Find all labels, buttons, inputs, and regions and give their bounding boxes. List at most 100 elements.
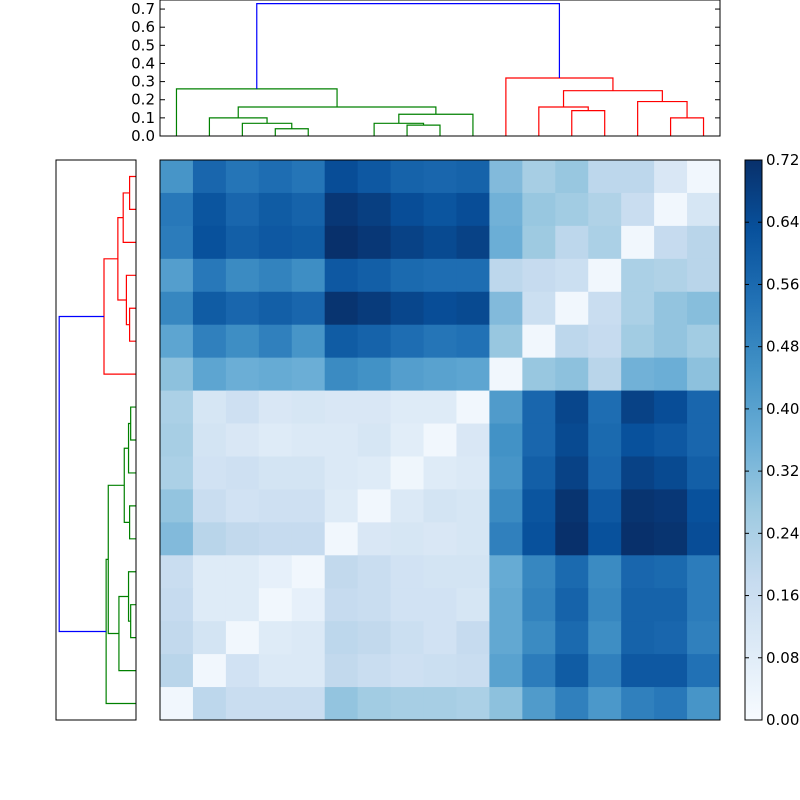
heatmap-cell	[390, 654, 425, 688]
heatmap-cell	[555, 225, 589, 260]
heatmap-cell	[687, 390, 721, 425]
heatmap-cell	[225, 489, 260, 523]
heatmap-cell	[258, 522, 293, 556]
heatmap-cell	[160, 654, 194, 688]
top-dendrogram: 0.00.10.20.30.40.50.60.7	[131, 0, 721, 145]
colorbar-tick-label: 0.64	[766, 213, 799, 231]
heatmap-cell	[225, 423, 260, 457]
heatmap-cell	[357, 258, 392, 293]
heatmap-cell	[160, 324, 194, 359]
heatmap-cell	[588, 258, 622, 293]
heatmap-cell	[654, 291, 688, 326]
heatmap-cell	[324, 390, 359, 425]
heatmap-cell	[390, 225, 425, 260]
heatmap-cell	[588, 489, 622, 523]
heatmap-cell	[258, 588, 293, 622]
heatmap-cell	[324, 687, 359, 721]
dendrogram-link	[127, 571, 136, 622]
heatmap-cell	[654, 423, 688, 457]
heatmap-cell	[357, 390, 392, 425]
heatmap-cell	[588, 687, 622, 721]
colorbar-tick-label: 0.56	[766, 275, 799, 293]
heatmap-cell	[291, 588, 326, 622]
heatmap-cell	[390, 456, 425, 490]
heatmap-cell	[390, 192, 425, 227]
heatmap-cell	[192, 654, 227, 688]
heatmap-cell	[192, 258, 227, 293]
heatmap-cell	[192, 160, 227, 194]
heatmap-cell	[489, 423, 523, 457]
heatmap-frame	[159, 159, 721, 721]
heatmap-cell	[291, 225, 326, 260]
heatmap-cell	[291, 291, 326, 326]
heatmap-cell	[390, 357, 425, 392]
heatmap-cell	[258, 357, 293, 392]
heatmap-cell	[522, 324, 556, 359]
heatmap-cell	[225, 687, 260, 721]
heatmap-cell	[291, 160, 326, 194]
heatmap-cell	[192, 192, 227, 227]
heatmap-cell	[291, 390, 326, 425]
heatmap-cell	[456, 160, 490, 194]
heatmap-cell	[522, 192, 556, 227]
heatmap-cell	[160, 555, 194, 589]
heatmap-cell	[258, 621, 293, 655]
heatmap-cell	[555, 291, 589, 326]
heatmap-cell	[555, 489, 589, 523]
heatmap-cell	[621, 588, 655, 622]
dendrogram-link	[538, 106, 589, 136]
heatmap-cell	[687, 588, 721, 622]
heatmap-cell	[390, 621, 425, 655]
heatmap-cell	[654, 324, 688, 359]
heatmap-cell	[225, 225, 260, 260]
heatmap-cell	[522, 522, 556, 556]
heatmap-cell	[324, 192, 359, 227]
heatmap-cell	[489, 522, 523, 556]
heatmap-cell	[357, 588, 392, 622]
colorbar-tick-label: 0.40	[766, 400, 799, 418]
heatmap-cell	[291, 522, 326, 556]
y-tick-label: 0.3	[131, 73, 155, 91]
heatmap-cell	[654, 225, 688, 260]
heatmap-cell	[621, 258, 655, 293]
heatmap-cell	[423, 390, 457, 425]
heatmap-cell	[687, 324, 721, 359]
heatmap-cell	[225, 555, 260, 589]
heatmap-cell	[522, 258, 556, 293]
heatmap-cell	[489, 390, 523, 425]
heatmap-cell	[291, 324, 326, 359]
heatmap-cell	[555, 324, 589, 359]
heatmap-cell	[324, 225, 359, 260]
heatmap-cell	[324, 522, 359, 556]
heatmap-cell	[522, 588, 556, 622]
heatmap-cell	[489, 621, 523, 655]
heatmap-cell	[621, 357, 655, 392]
heatmap-cell	[225, 258, 260, 293]
heatmap-cell	[555, 423, 589, 457]
heatmap-cell	[160, 423, 194, 457]
heatmap-cell	[423, 291, 457, 326]
heatmap-cell	[324, 160, 359, 194]
heatmap-cell	[489, 687, 523, 721]
dendrogram-link	[117, 217, 127, 301]
heatmap-cell	[456, 357, 490, 392]
heatmap-cell	[324, 456, 359, 490]
heatmap	[159, 159, 721, 721]
heatmap-cell	[555, 522, 589, 556]
heatmap-cell	[258, 687, 293, 721]
heatmap-cell	[423, 225, 457, 260]
dendrogram-link	[130, 406, 136, 441]
heatmap-cell	[456, 555, 490, 589]
heatmap-cell	[489, 225, 523, 260]
heatmap-cell	[588, 225, 622, 260]
heatmap-cell	[687, 160, 721, 194]
heatmap-cell	[555, 555, 589, 589]
heatmap-cell	[555, 654, 589, 688]
heatmap-cell	[456, 324, 490, 359]
heatmap-cell	[456, 225, 490, 260]
heatmap-cell	[654, 160, 688, 194]
heatmap-cell	[258, 555, 293, 589]
heatmap-cell	[522, 687, 556, 721]
heatmap-cell	[687, 489, 721, 523]
